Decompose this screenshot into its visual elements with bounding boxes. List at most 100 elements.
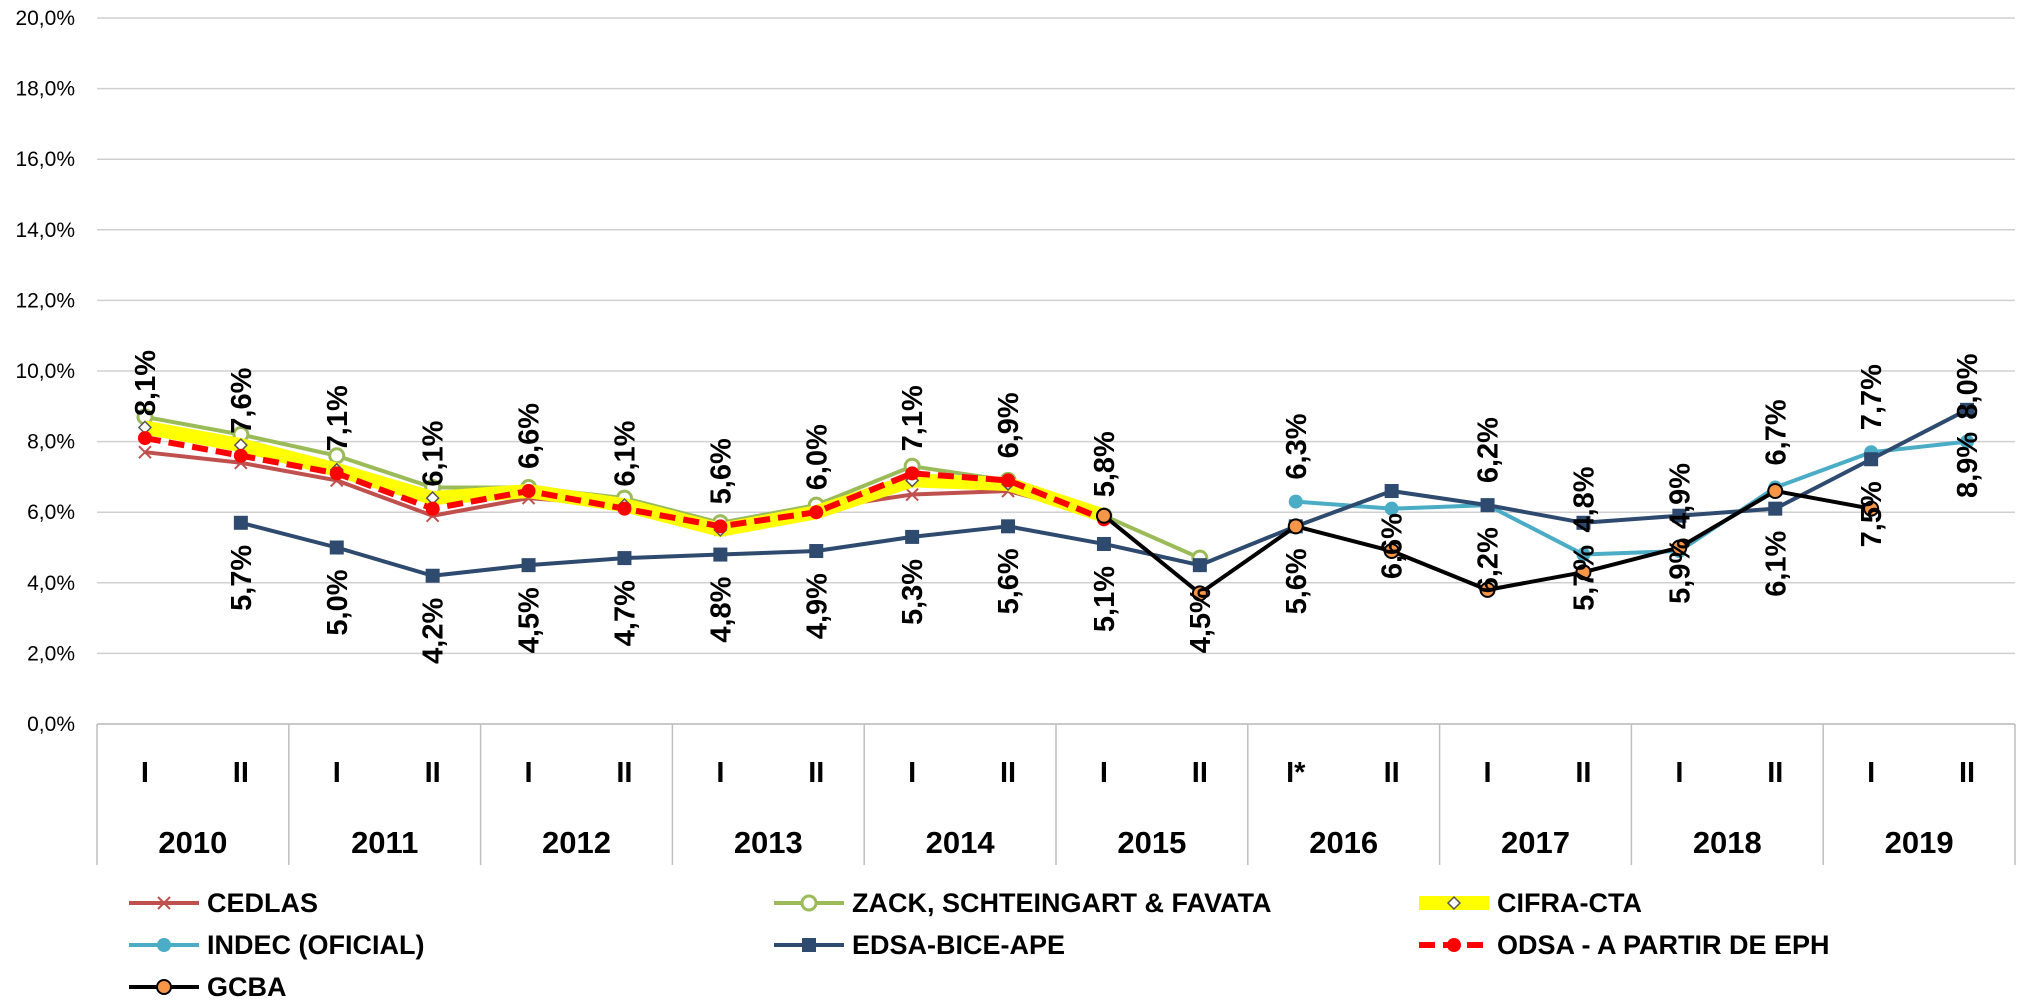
- marker: [521, 484, 536, 499]
- x-group-label: 2015: [1117, 825, 1186, 860]
- marker: [1095, 507, 1112, 524]
- x-group-label: 2017: [1501, 825, 1570, 860]
- marker: [1576, 515, 1591, 530]
- marker: [1671, 539, 1688, 556]
- data-label: 6,0%: [801, 424, 833, 490]
- x-tick-label: II: [1192, 757, 1208, 789]
- series-line: [1295, 439, 1968, 557]
- data-label: 5,1%: [1089, 566, 1121, 632]
- marker: [1672, 508, 1687, 523]
- legend-item: CIFRA-CTA: [1419, 888, 1642, 918]
- marker: [157, 896, 171, 910]
- marker: [1446, 895, 1462, 911]
- marker: [156, 979, 172, 995]
- legend-label: CEDLAS: [207, 888, 318, 918]
- marker: [1001, 519, 1016, 534]
- x-tick-label: II: [1959, 757, 1975, 789]
- data-label: 5,0%: [322, 569, 354, 635]
- y-tick-label: 10,0%: [15, 360, 75, 383]
- marker-cross: [905, 487, 919, 502]
- marker: [1767, 483, 1784, 500]
- legend-item: INDEC (OFICIAL): [129, 930, 424, 960]
- x-group-label: 2019: [1885, 825, 1954, 860]
- data-label: 6,2%: [1473, 417, 1505, 483]
- marker: [802, 938, 816, 952]
- data-label: 5,7%: [226, 545, 258, 611]
- data-label: 4,9%: [1664, 463, 1696, 529]
- data-label: 6,2%: [1473, 527, 1505, 593]
- data-label: 5,8%: [1089, 431, 1121, 497]
- marker: [1960, 402, 1975, 417]
- x-tick-label: II: [808, 757, 824, 789]
- x-tick-label: I: [333, 757, 341, 789]
- data-label: 4,5%: [514, 587, 546, 653]
- data-label: 6,6%: [514, 403, 546, 469]
- data-label: 4,5%: [1185, 587, 1217, 653]
- data-label: 5,6%: [993, 548, 1025, 614]
- legend-item: ZACK, SCHTEINGART & FAVATA: [774, 888, 1271, 918]
- data-label: 6,3%: [1281, 413, 1313, 479]
- x-tick-label: II: [233, 757, 249, 789]
- y-tick-label: 0,0%: [27, 713, 75, 736]
- marker: [233, 448, 248, 463]
- marker: [1191, 585, 1208, 602]
- marker: [1384, 501, 1399, 516]
- legend-label: ODSA - A PARTIR DE EPH: [1497, 930, 1830, 960]
- data-label: 4,2%: [418, 598, 450, 664]
- x-tick-label: II: [616, 757, 632, 789]
- x-tick-label: II: [1000, 757, 1016, 789]
- marker: [1288, 494, 1303, 509]
- legend-label: EDSA-BICE-APE: [852, 930, 1065, 960]
- marker: [233, 515, 248, 530]
- x-group-label: 2014: [926, 825, 996, 860]
- legend-item: CEDLAS: [129, 888, 318, 918]
- marker: [905, 529, 920, 544]
- data-label: 6,7%: [1760, 399, 1792, 465]
- data-label: 5,9%: [1664, 538, 1696, 604]
- x-tick-label: II: [1767, 757, 1783, 789]
- data-label: 5,3%: [897, 559, 929, 625]
- marker: [905, 466, 920, 481]
- marker: [1383, 543, 1400, 560]
- y-tick-label: 6,0%: [27, 501, 75, 524]
- x-tick-label: I: [525, 757, 533, 789]
- data-label: 5,6%: [705, 438, 737, 504]
- marker: [138, 445, 152, 459]
- marker: [1575, 564, 1592, 581]
- y-tick-label: 8,0%: [27, 431, 75, 454]
- marker: [329, 540, 344, 555]
- data-label: 8,1%: [130, 350, 162, 416]
- data-label: 5,7%: [1568, 545, 1600, 611]
- x-group-label: 2012: [542, 825, 611, 860]
- marker: [1480, 498, 1495, 513]
- x-tick-label: I: [1484, 757, 1492, 789]
- marker: [1287, 518, 1304, 535]
- x-tick-label: II: [425, 757, 441, 789]
- marker: [425, 568, 440, 583]
- x-tick-label: II: [1575, 757, 1591, 789]
- marker-cross: [157, 896, 171, 910]
- data-label: 8,0%: [1952, 353, 1984, 419]
- y-tick-label: 16,0%: [15, 148, 75, 171]
- marker: [713, 547, 728, 562]
- marker: [1192, 558, 1207, 573]
- data-label: 4,8%: [1568, 466, 1600, 532]
- x-tick-label: I: [716, 757, 724, 789]
- data-label: 5,6%: [1281, 548, 1313, 614]
- data-label: 6,6%: [1377, 513, 1409, 579]
- y-tick-label: 20,0%: [15, 7, 75, 30]
- data-label: 7,7%: [1856, 364, 1888, 430]
- y-tick-label: 14,0%: [15, 219, 75, 242]
- marker: [905, 487, 919, 502]
- legend-item: ODSA - A PARTIR DE EPH: [1419, 930, 1830, 960]
- marker: [1001, 473, 1016, 488]
- x-group-label: 2013: [734, 825, 803, 860]
- x-tick-label: I: [141, 757, 149, 789]
- marker: [1863, 500, 1880, 517]
- marker: [1576, 547, 1591, 562]
- data-label: 6,1%: [1760, 530, 1792, 596]
- data-label: 7,1%: [897, 385, 929, 451]
- data-label: 7,1%: [322, 385, 354, 451]
- data-label: 6,9%: [993, 392, 1025, 458]
- legend-label: GCBA: [207, 972, 287, 1000]
